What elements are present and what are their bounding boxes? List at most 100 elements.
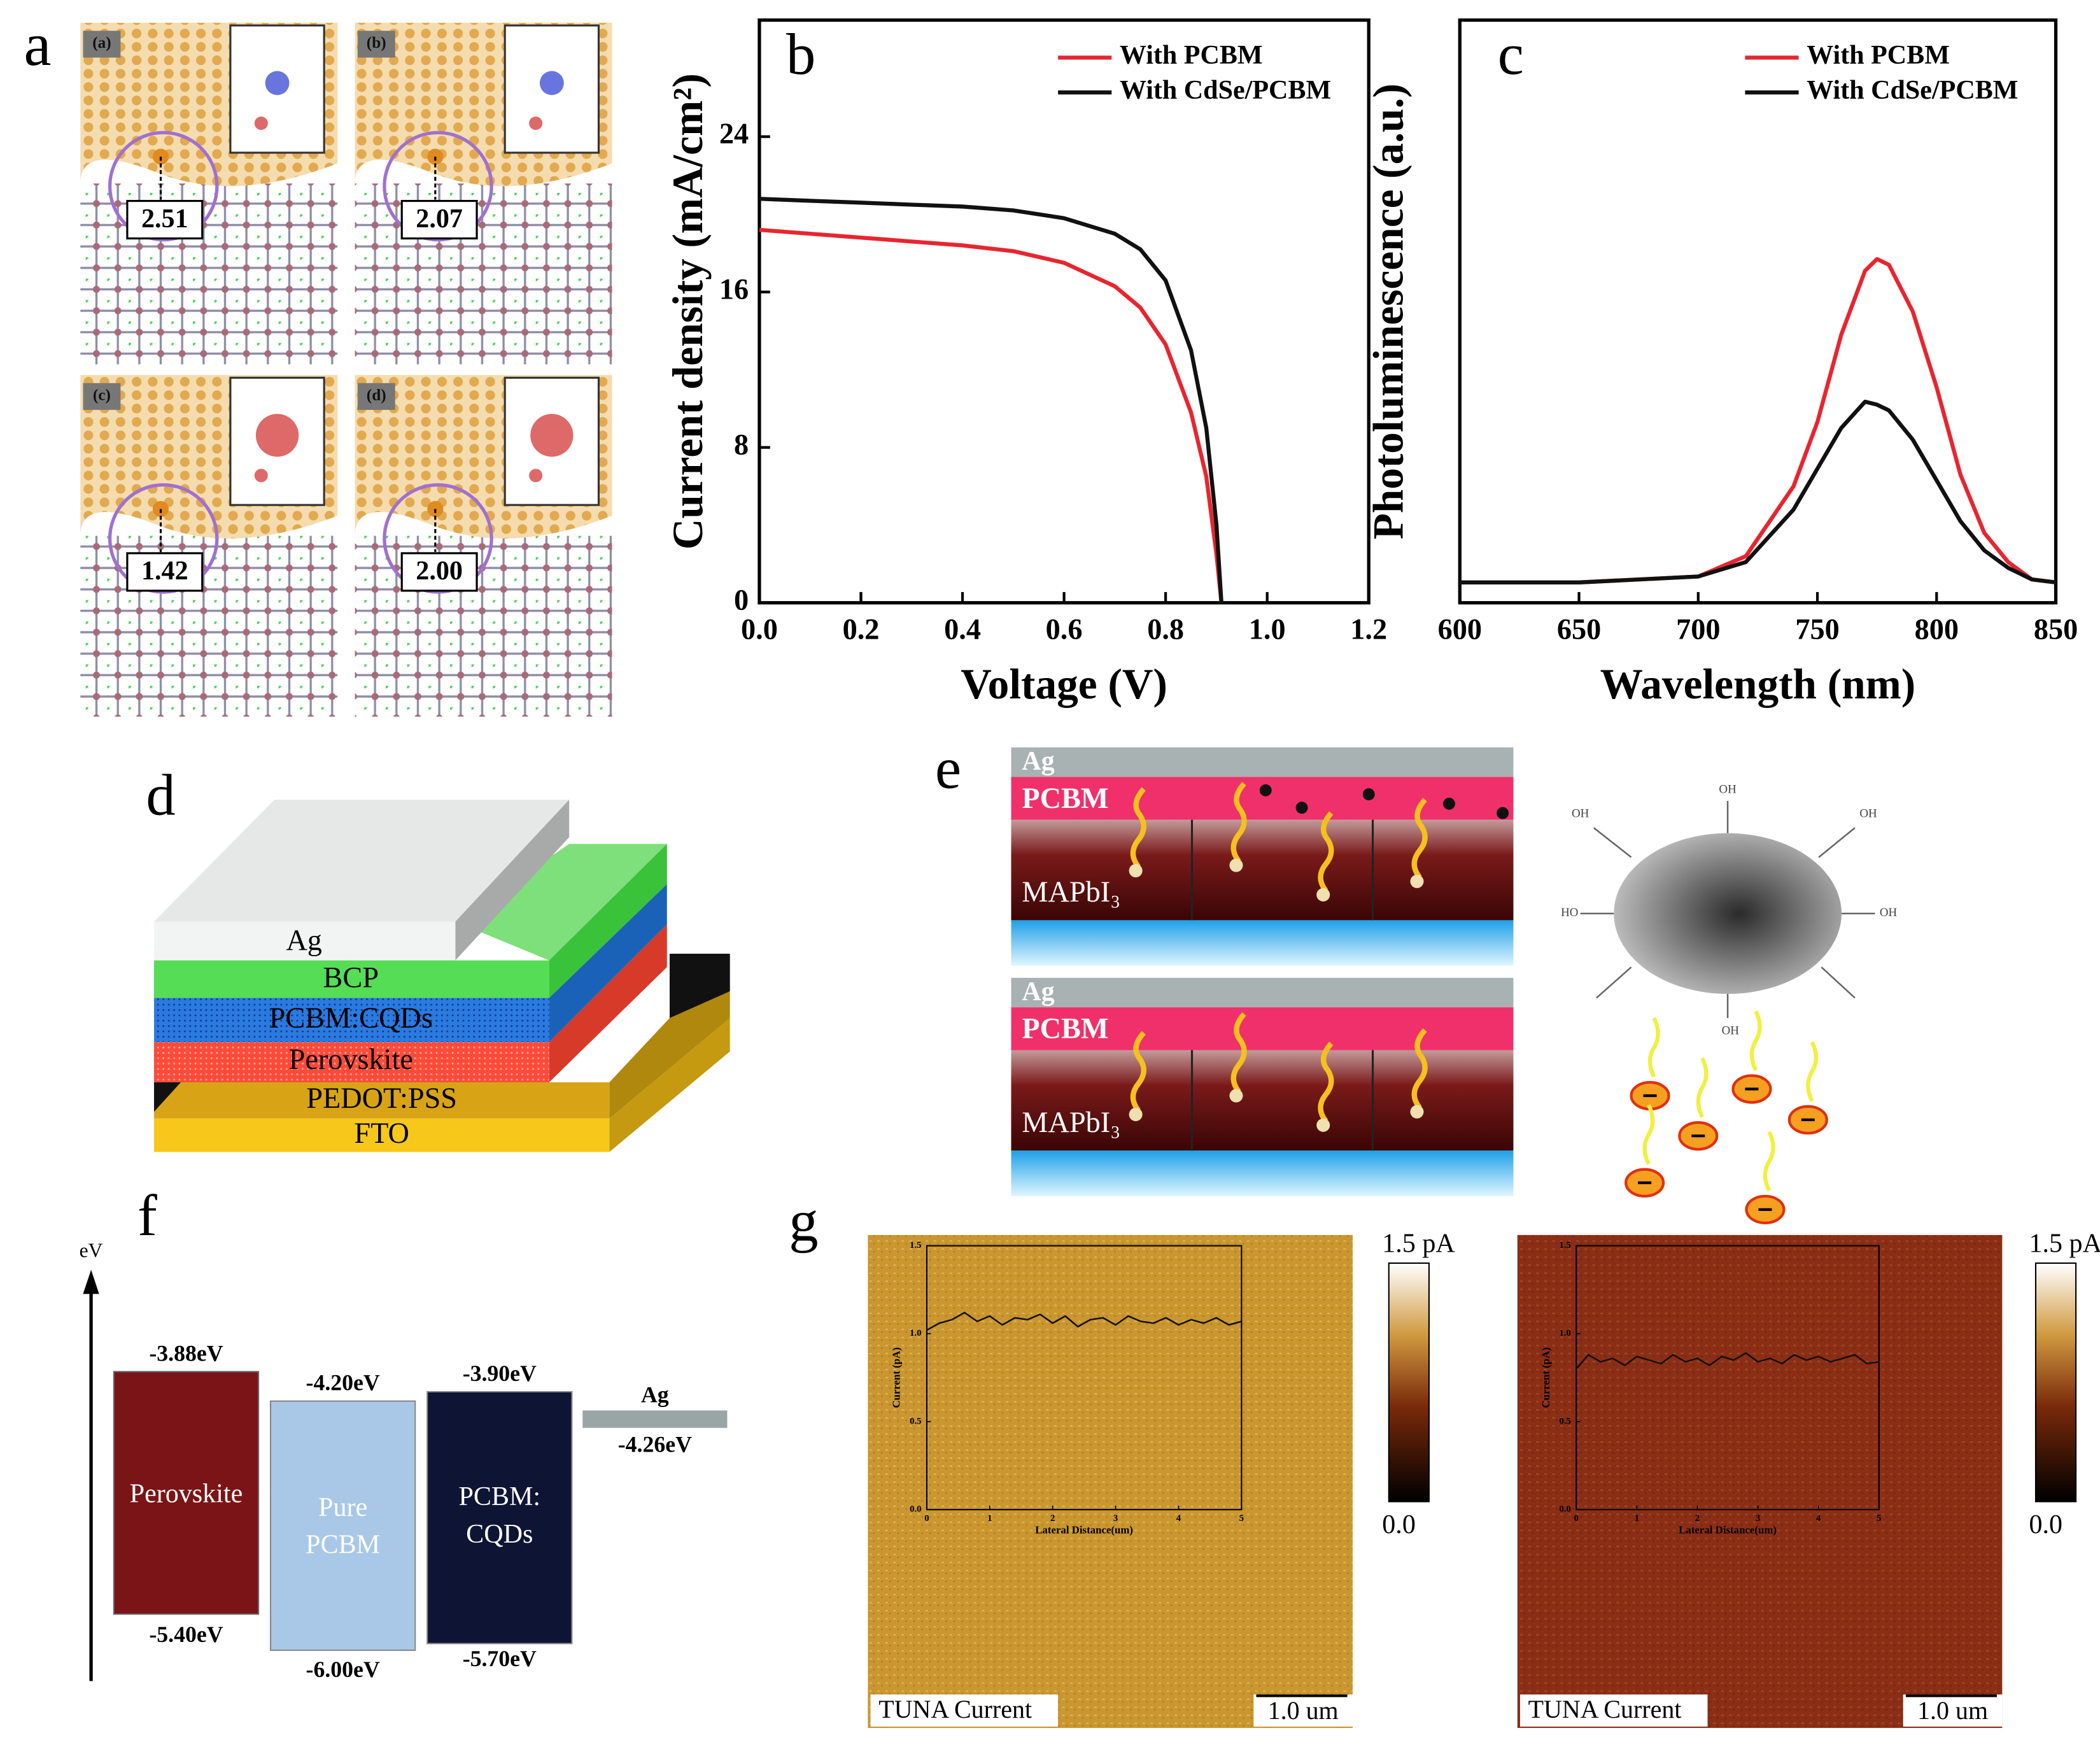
quantum-dot-core xyxy=(1614,833,1842,994)
x-tick-label: 600 xyxy=(1438,614,1482,646)
energy-diagram xyxy=(83,1270,728,1681)
layer-label: Ag xyxy=(286,924,322,957)
x-axis-label: Lateral Distance(um) xyxy=(1679,1524,1777,1536)
legend-label: With PCBM xyxy=(1807,41,1950,70)
panel-label: a xyxy=(24,10,51,78)
ligand-label: OH xyxy=(1722,1024,1740,1037)
axis-label: eV xyxy=(80,1239,103,1261)
electron xyxy=(1295,802,1308,814)
x-tick-label: 4 xyxy=(1816,1513,1821,1524)
electron xyxy=(1443,797,1455,810)
colorbar-min: 0.0 xyxy=(1382,1510,1416,1539)
material-label: PCBM xyxy=(306,1531,380,1560)
x-tick-label: 1.2 xyxy=(1350,614,1387,646)
x-tick-label: 650 xyxy=(1557,614,1601,646)
charge-path xyxy=(1318,1042,1334,1123)
x-tick-label: 0.6 xyxy=(1046,614,1083,646)
y-tick-label: 1.5 xyxy=(1560,1240,1571,1250)
sub-label-box xyxy=(357,31,395,58)
bond-distance: 2.07 xyxy=(416,204,463,234)
y-tick-label: 1.5 xyxy=(910,1240,921,1250)
y-tick-label: 0.0 xyxy=(910,1504,921,1514)
lattice xyxy=(80,183,338,365)
carrier xyxy=(1129,864,1143,878)
y-tick-label: 8 xyxy=(734,428,749,461)
inset-density xyxy=(265,71,290,95)
device-stack xyxy=(153,800,730,1152)
panel-label: f xyxy=(137,1184,157,1248)
bond-circle xyxy=(108,131,219,242)
band-edge-label: -6.00eV xyxy=(306,1657,380,1682)
charge-path xyxy=(1411,798,1428,879)
carrier xyxy=(1316,888,1330,902)
x-axis-label: Wavelength (nm) xyxy=(1600,660,1915,708)
y-axis-label: Photoluminescence (a.u.) xyxy=(1365,83,1413,539)
colorbar xyxy=(2034,1262,2077,1503)
y-tick-label: 1.0 xyxy=(910,1328,921,1338)
scale-box xyxy=(1253,1694,1353,1727)
plot-frame xyxy=(1458,18,2058,605)
bond-circle xyxy=(383,483,493,594)
sub-label-box xyxy=(83,383,121,410)
y-axis-label: Current (pA) xyxy=(1540,1347,1552,1408)
layer-label: Ag xyxy=(1022,747,1054,776)
layer-label: PCBM xyxy=(1022,1013,1108,1045)
sub-label: (b) xyxy=(367,34,386,52)
colorbar-max: 1.5 pA xyxy=(1382,1229,1455,1258)
x-tick-label: 0 xyxy=(1574,1513,1579,1524)
ligand-label: OH xyxy=(1719,783,1737,796)
x-tick-label: 1.0 xyxy=(1249,614,1286,646)
distance-box xyxy=(126,200,204,240)
pcbm-layer xyxy=(1011,1007,1514,1050)
colorbar-max: 1.5 pA xyxy=(2029,1229,2100,1258)
lattice xyxy=(355,183,612,365)
colorbar-min: 0.0 xyxy=(2029,1510,2062,1539)
y-tick-label: 0.5 xyxy=(910,1416,921,1426)
carrier xyxy=(1229,858,1243,872)
charge-path xyxy=(1411,1028,1428,1110)
bond-distance: 1.42 xyxy=(141,556,188,586)
bond-distance: 2.51 xyxy=(141,204,188,234)
data-line xyxy=(759,227,1223,604)
channel-label: TUNA Current xyxy=(878,1695,1032,1723)
scale-box xyxy=(1903,1694,2003,1727)
data-line xyxy=(926,1312,1242,1331)
y-axis-label: Current density (mA/cm²) xyxy=(664,73,712,549)
layer-label: Ag xyxy=(1022,977,1054,1007)
band-edge-label: -5.40eV xyxy=(149,1622,223,1647)
band-edge-label: -3.88eV xyxy=(149,1340,223,1366)
x-tick-label: 0.2 xyxy=(843,614,880,646)
material-label: Pure xyxy=(318,1493,367,1522)
colorbar xyxy=(1388,1262,1430,1503)
transfer-arrow xyxy=(1647,1017,1660,1078)
sub-label: (a) xyxy=(92,34,111,52)
x-axis-label: Lateral Distance(um) xyxy=(1035,1524,1133,1536)
lattice xyxy=(80,535,338,717)
inset-density xyxy=(255,414,299,457)
inset-density xyxy=(254,117,268,131)
legend-label: With CdSe/PCBM xyxy=(1807,76,2018,105)
material-label: PCBM: xyxy=(458,1482,540,1511)
ligand-label: OH xyxy=(1880,906,1898,919)
bond-circle xyxy=(108,483,219,594)
charge-path xyxy=(1130,787,1146,868)
sub-label-box xyxy=(357,383,395,410)
layer-label: MAPbI₃ xyxy=(1022,876,1120,909)
legend-label: With CdSe/PCBM xyxy=(1120,76,1331,105)
perovskite-layer xyxy=(1011,1050,1514,1151)
charge-path xyxy=(1230,1012,1247,1094)
transfer-arrow xyxy=(1806,1041,1819,1102)
carrier xyxy=(1410,1105,1424,1119)
distance-box xyxy=(126,552,204,592)
electron xyxy=(1259,784,1272,796)
x-tick-label: 0.8 xyxy=(1147,614,1184,646)
carrier xyxy=(1410,874,1424,888)
material-label: CQDs xyxy=(466,1520,533,1549)
carrier xyxy=(1129,1107,1143,1121)
afm-image xyxy=(1517,1234,2003,1729)
y-tick-label: 0.5 xyxy=(1560,1416,1571,1426)
afm-image xyxy=(868,1234,1353,1729)
panel-label: g xyxy=(789,1189,818,1254)
